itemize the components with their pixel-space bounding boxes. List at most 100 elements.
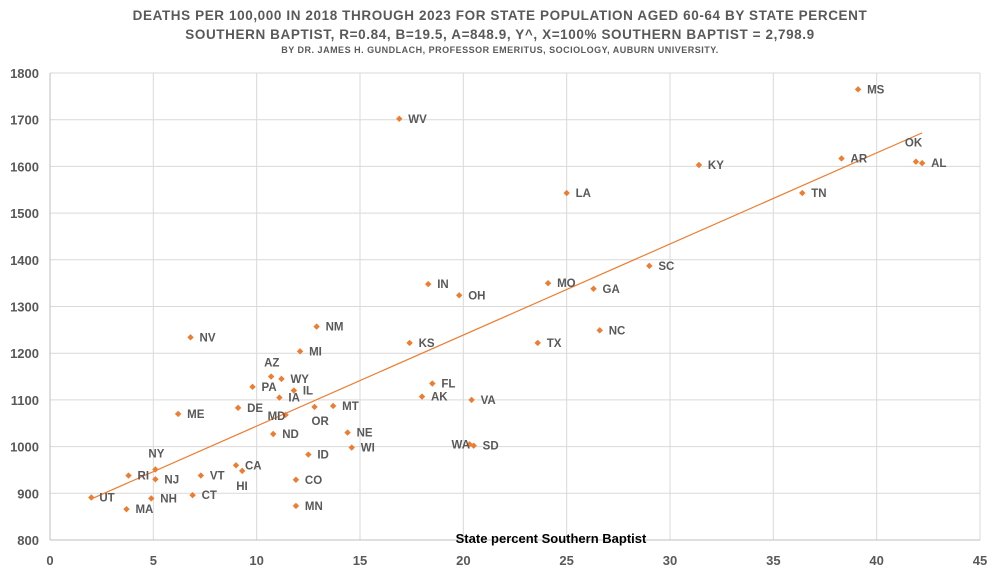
y-tick-label: 1800 <box>10 66 39 81</box>
y-tick-label: 1000 <box>10 440 39 455</box>
data-point-nd <box>270 430 277 438</box>
point-label-la: LA <box>576 188 591 200</box>
point-label-ca: CA <box>245 460 262 472</box>
point-label-az: AZ <box>264 358 279 370</box>
point-label-al: AL <box>931 158 946 170</box>
x-tick-label: 25 <box>559 553 573 568</box>
point-label-wv: WV <box>408 114 427 126</box>
point-label-vt: VT <box>210 471 225 483</box>
data-point-ar <box>838 155 845 162</box>
data-point-id <box>305 451 312 458</box>
data-point-tn <box>799 189 806 197</box>
axes <box>49 73 980 541</box>
data-point-ks <box>406 339 413 347</box>
data-point-de <box>234 404 242 412</box>
point-label-id: ID <box>317 450 329 462</box>
y-tick-label: 900 <box>17 486 39 501</box>
point-label-fl: FL <box>441 379 455 391</box>
point-label-ri: RI <box>138 471 150 483</box>
data-points <box>88 86 926 513</box>
data-point-mt <box>329 402 337 410</box>
data-point-hi <box>239 467 246 475</box>
point-label-in: IN <box>437 279 449 291</box>
data-point-al <box>918 159 926 167</box>
data-point-ak <box>418 393 426 400</box>
y-tick-label: 1300 <box>10 300 39 315</box>
x-tick-label: 15 <box>353 553 367 568</box>
data-point-in <box>425 280 432 288</box>
data-point-ma <box>123 505 130 513</box>
data-point-il <box>290 387 298 394</box>
data-point-ga <box>590 285 597 292</box>
data-point-ok <box>912 158 920 165</box>
x-axis-label: State percent Southern Baptist <box>456 531 647 546</box>
data-point-az <box>267 373 275 380</box>
point-label-oh: OH <box>468 290 485 302</box>
trendline <box>91 132 923 500</box>
point-label-wi: WI <box>361 443 375 455</box>
point-label-sc: SC <box>658 261 674 273</box>
point-label-ok: OK <box>905 138 923 150</box>
chart-author-line: BY DR. JAMES H. GUNDLACH, PROFESSOR EMER… <box>281 45 719 55</box>
x-tick-label: 30 <box>663 553 677 568</box>
x-tick-label: 20 <box>456 553 470 568</box>
point-label-me: ME <box>187 409 205 421</box>
point-label-de: DE <box>247 403 263 415</box>
point-label-il: IL <box>303 386 313 398</box>
x-tick-label: 35 <box>766 553 780 568</box>
point-label-mo: MO <box>557 278 576 290</box>
data-point-sd <box>470 442 477 449</box>
data-point-mo <box>544 279 552 287</box>
data-point-wy <box>278 375 285 383</box>
x-tick-label: 10 <box>249 553 263 568</box>
data-point-mn <box>292 502 300 510</box>
point-label-hi: HI <box>236 481 248 493</box>
data-point-va <box>468 396 475 404</box>
point-label-ak: AK <box>431 392 448 404</box>
point-label-wa: WA <box>452 439 471 451</box>
point-label-ky: KY <box>708 160 724 172</box>
y-tick-label: 1400 <box>10 253 39 268</box>
data-point-ca <box>232 462 240 469</box>
point-label-md: MD <box>268 411 286 423</box>
point-label-co: CO <box>305 475 322 487</box>
point-label-nh: NH <box>160 493 177 505</box>
data-point-ia <box>276 394 283 401</box>
point-label-mt: MT <box>342 401 359 413</box>
point-label-ut: UT <box>99 493 114 505</box>
point-label-nd: ND <box>282 429 299 441</box>
point-label-ia: IA <box>288 393 300 405</box>
data-point-or <box>311 403 318 411</box>
point-label-ny: NY <box>148 448 164 460</box>
data-point-tx <box>534 339 541 347</box>
data-point-ct <box>189 491 196 499</box>
point-label-ms: MS <box>867 84 885 96</box>
x-tick-label: 5 <box>150 553 157 568</box>
point-label-ct: CT <box>202 490 217 502</box>
trendline-layer <box>91 132 923 500</box>
data-point-la <box>563 189 570 197</box>
y-tick-label: 1100 <box>11 393 39 408</box>
data-point-ut <box>88 494 95 501</box>
y-tick-label: 800 <box>17 533 39 548</box>
point-label-nc: NC <box>609 325 626 337</box>
point-label-tx: TX <box>547 338 562 350</box>
data-point-ne <box>344 429 351 436</box>
data-point-nh <box>148 495 155 502</box>
point-label-pa: PA <box>262 382 277 394</box>
data-point-oh <box>456 292 463 299</box>
point-label-ne: NE <box>357 428 373 440</box>
data-point-nv <box>187 334 194 341</box>
point-label-sd: SD <box>483 441 499 453</box>
data-point-nj <box>152 476 159 483</box>
data-point-co <box>292 476 300 483</box>
data-point-ny <box>152 466 159 473</box>
y-tick-label: 1500 <box>10 206 39 221</box>
x-tick-label: 45 <box>973 553 987 568</box>
data-point-nc <box>596 327 603 334</box>
data-point-ri <box>125 472 132 479</box>
data-point-md <box>282 411 289 419</box>
data-point-ky <box>695 161 703 169</box>
data-point-nm <box>313 323 320 330</box>
